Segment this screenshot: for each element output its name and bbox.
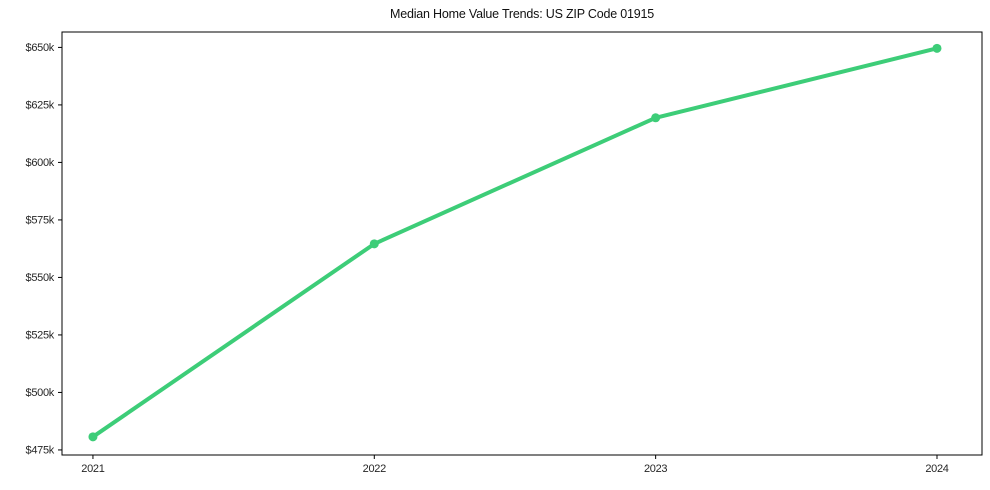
x-tick-label: 2022 <box>363 463 386 475</box>
y-tick-label: $525k <box>26 329 55 341</box>
x-tick-label: 2023 <box>644 463 667 475</box>
data-point-2022 <box>369 239 379 249</box>
data-point-2023 <box>651 113 661 123</box>
y-tick-label: $575k <box>26 214 55 226</box>
data-point-2024 <box>932 43 942 53</box>
y-tick-label: $550k <box>26 272 55 284</box>
y-tick-label: $650k <box>26 42 55 54</box>
plot-border <box>61 31 983 456</box>
x-tick-label: 2021 <box>81 463 104 475</box>
trend-line <box>90 46 939 439</box>
y-tick-label: $500k <box>26 387 55 399</box>
y-tick-label: $600k <box>26 157 55 169</box>
x-tick-label: 2024 <box>925 463 948 475</box>
data-point-2021 <box>88 432 98 442</box>
y-tick-label: $625k <box>26 99 55 111</box>
chart-title: Median Home Value Trends: US ZIP Code 01… <box>389 7 654 21</box>
y-tick-label: $475k <box>26 444 55 456</box>
